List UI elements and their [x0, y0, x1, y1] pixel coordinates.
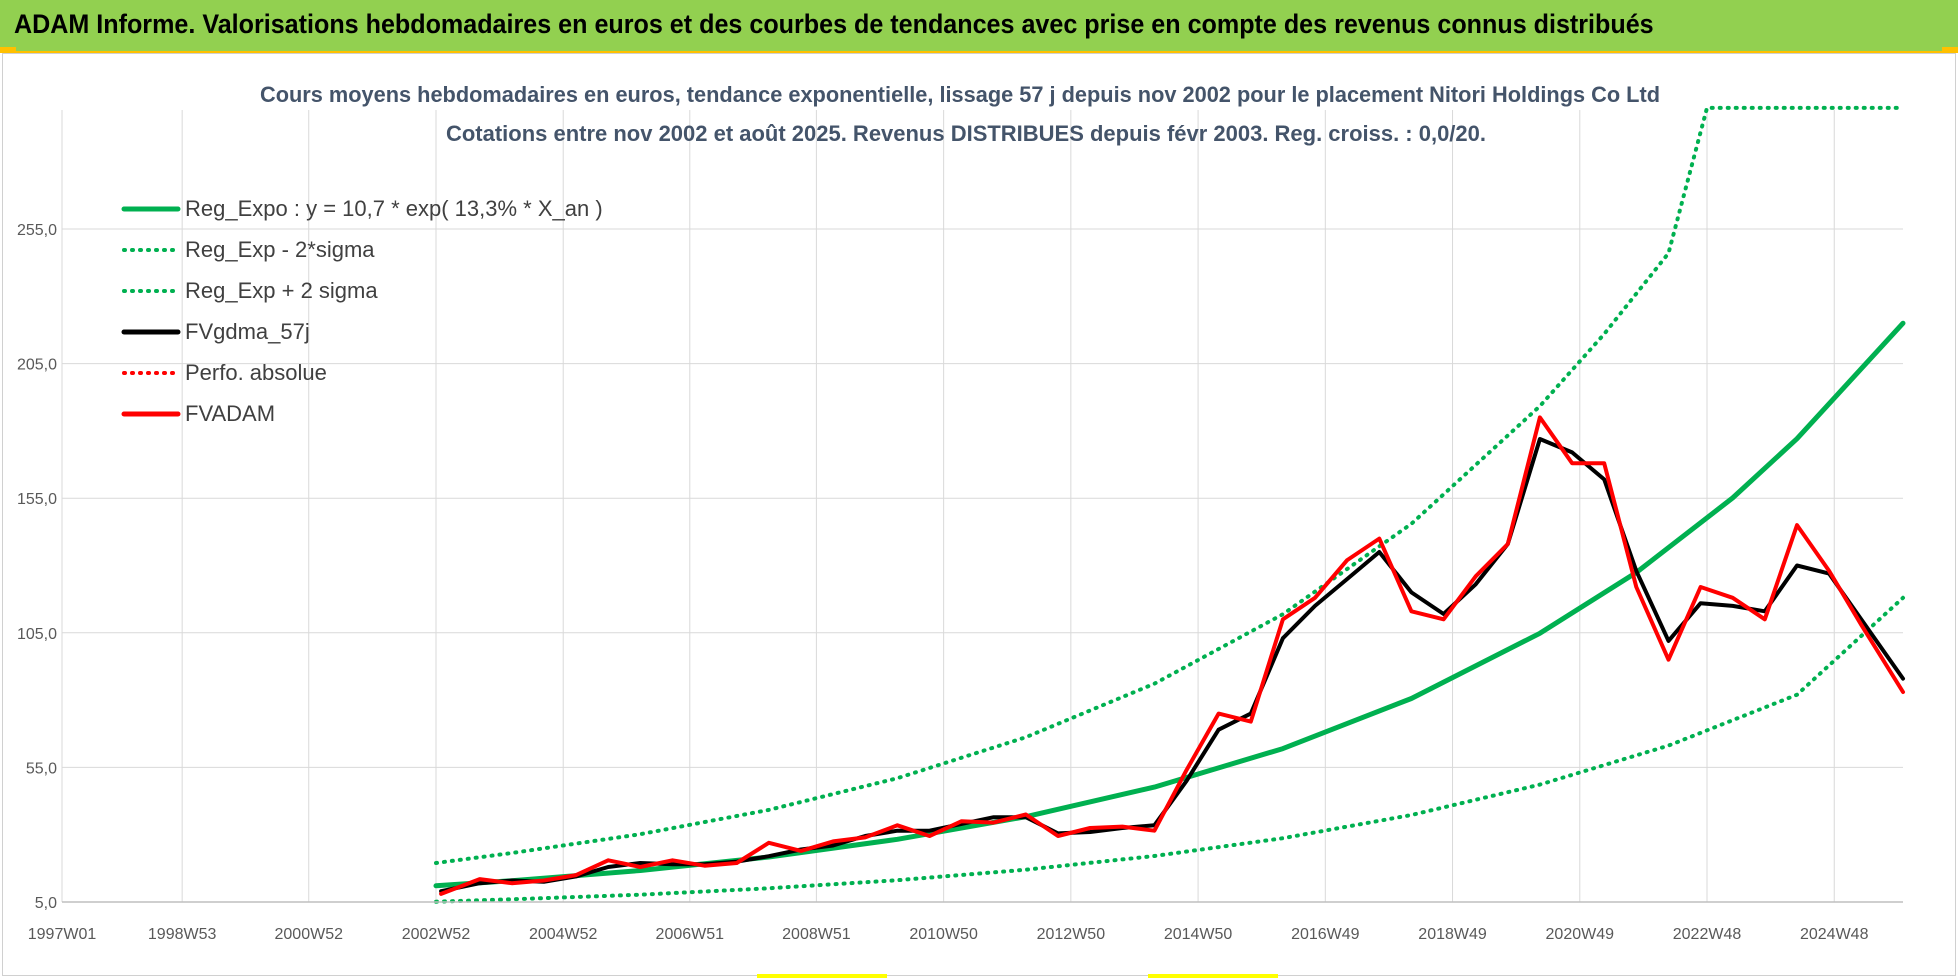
y-tick-label: 105,0 [17, 626, 57, 643]
legend-label: Reg_Exp + 2 sigma [185, 278, 378, 303]
x-tick-label: 2012W50 [1037, 926, 1106, 943]
y-tick-label: 255,0 [17, 222, 57, 239]
legend-label: Reg_Exp - 2*sigma [185, 237, 375, 262]
report-title: ADAM Informe. Valorisations hebdomadaire… [14, 9, 1654, 39]
header-corner-right [1942, 47, 1958, 53]
x-tick-label: 2024W48 [1800, 926, 1869, 943]
series-line-5 [439, 415, 1905, 896]
grid [61, 110, 1903, 903]
bottom-marker-2 [1148, 974, 1278, 978]
axes: 1997W01 1998W53 2000W52 2002W52 2004W52 2006W… [17, 222, 1903, 943]
x-tick-label: 2016W49 [1291, 926, 1360, 943]
x-tick-label: 2000W52 [275, 926, 344, 943]
chart-title: Cours moyens hebdomadaires en euros, ten… [260, 82, 1660, 107]
y-tick-label: 5,0 [35, 895, 57, 912]
x-tick-label: 1997W01 [28, 926, 97, 943]
x-tick-label: 2010W50 [909, 926, 978, 943]
legend: Reg_Expo : y = 10,7 * exp( 13,3% * X_an … [121, 196, 603, 426]
y-tick-label: 55,0 [26, 760, 57, 777]
series-lines [433, 105, 1906, 904]
x-tick-label: 2018W49 [1418, 926, 1487, 943]
x-tick-label: 2004W52 [529, 926, 598, 943]
x-tick-label: 2002W52 [402, 926, 471, 943]
chart-subtitle: Cotations entre nov 2002 et août 2025. R… [446, 121, 1486, 146]
x-tick-label: 1998W53 [148, 926, 217, 943]
header-corner-left [0, 47, 16, 53]
series-line-2 [434, 105, 1905, 865]
report-header: ADAM Informe. Valorisations hebdomadaire… [0, 0, 1958, 53]
chart-frame [2, 53, 1956, 976]
x-tick-label: 2022W48 [1673, 926, 1742, 943]
legend-label: Perfo. absolue [185, 360, 327, 385]
x-tick-label: 2008W51 [782, 926, 851, 943]
y-tick-label: 155,0 [17, 491, 57, 508]
series-line-3 [439, 437, 1905, 894]
legend-label: Reg_Expo : y = 10,7 * exp( 13,3% * X_an … [185, 196, 603, 221]
legend-label: FVgdma_57j [185, 319, 310, 344]
x-tick-label: 2014W50 [1164, 926, 1233, 943]
x-tick-label: 2006W51 [656, 926, 725, 943]
series-line-1 [434, 595, 1905, 904]
series-line-0 [433, 320, 1906, 889]
series-line-4 [439, 415, 1905, 896]
legend-label: FVADAM [185, 401, 275, 426]
x-tick-label: 2020W49 [1546, 926, 1615, 943]
bottom-marker-1 [757, 974, 887, 978]
y-tick-label: 205,0 [17, 357, 57, 374]
